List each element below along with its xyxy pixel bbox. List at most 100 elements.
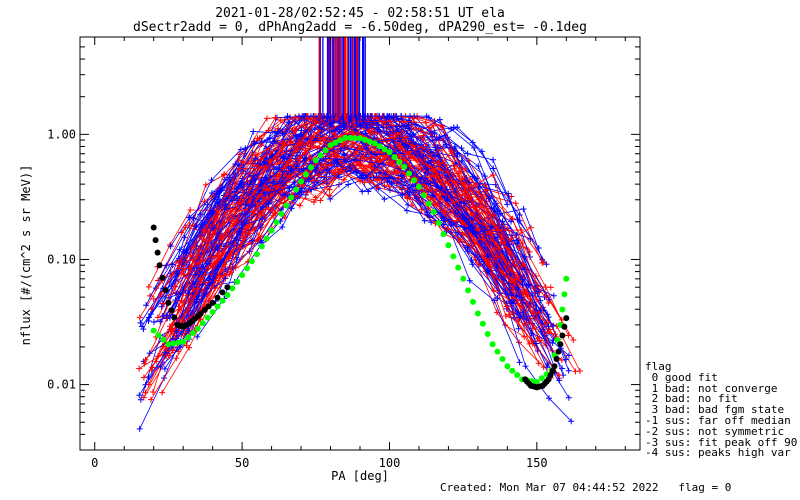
trace-cross [565, 367, 572, 374]
trace-cross [352, 150, 359, 157]
trace-cross [316, 134, 323, 141]
trace-cross [467, 194, 474, 201]
trace-cross [237, 146, 244, 153]
trace-cross [272, 154, 279, 161]
trace-cross [428, 173, 435, 180]
series-point [209, 299, 216, 306]
series-point [201, 306, 208, 313]
series-point [214, 294, 221, 301]
trace-cross [409, 202, 416, 209]
series-point [352, 135, 359, 142]
series-point [366, 138, 373, 145]
series-point [209, 309, 216, 315]
trace-cross [525, 281, 532, 288]
series-point [455, 264, 462, 271]
series-point [150, 327, 157, 334]
trace-cross [491, 297, 498, 304]
flag-status: flag = 0 [678, 481, 732, 494]
trace-cross [441, 132, 448, 139]
trace-cross [535, 288, 542, 295]
trace-cross [373, 184, 380, 191]
trace-cross [298, 127, 305, 134]
trace-cross [237, 181, 244, 188]
trace-cross [376, 169, 383, 176]
series-point [332, 139, 339, 146]
trace-cross [288, 205, 295, 212]
trace-cross [159, 389, 166, 396]
series-point [154, 249, 161, 256]
series-point [559, 306, 566, 313]
trace-cross [214, 245, 221, 252]
y-tick-label: 1.00 [47, 127, 76, 141]
trace-cross [480, 236, 487, 243]
trace-cross [235, 161, 242, 168]
trace-cross [279, 147, 286, 154]
trace-cross [423, 113, 430, 120]
x-tick-label: 50 [235, 456, 249, 470]
trace-cross [406, 151, 413, 158]
trace-cross [246, 197, 253, 204]
trace-cross [279, 223, 286, 230]
legend-entry: 2 bad: no fit [645, 392, 738, 406]
trace-cross [469, 188, 476, 195]
trace-cross [469, 261, 476, 268]
trace-cross [545, 300, 552, 307]
trace-cross [495, 227, 502, 234]
trace-cross [341, 176, 348, 183]
series-point [479, 320, 486, 327]
trace-cross [312, 118, 319, 125]
series-point [559, 332, 566, 339]
legend-title: flag [645, 360, 672, 373]
series-point [150, 224, 157, 231]
trace-cross [233, 195, 240, 202]
trace-cross [477, 183, 484, 190]
trace-cross [568, 418, 575, 425]
trace-cross [326, 192, 333, 199]
trace-cross [250, 128, 257, 135]
legend-entry: 3 bad: bad fgm state [645, 403, 785, 417]
trace-cross [374, 177, 381, 184]
trace-cross [301, 113, 308, 120]
trace-cross [471, 144, 478, 151]
trace-cross [430, 165, 437, 172]
trace-cross [436, 116, 443, 123]
trace-cross [393, 123, 400, 130]
trace-cross [293, 152, 300, 159]
trace-cross [458, 145, 465, 152]
trace-cross [399, 192, 406, 199]
trace-cross [190, 215, 197, 222]
trace-cross [393, 113, 400, 120]
trace-cross [242, 201, 249, 208]
series-point [489, 341, 496, 348]
trace-cross [327, 196, 334, 203]
trace-cross [172, 297, 179, 304]
trace-cross [185, 327, 192, 334]
trace-cross [457, 236, 464, 243]
series-point [283, 202, 290, 209]
trace-cross [180, 265, 186, 272]
trace-cross [241, 211, 248, 218]
trace-cross [341, 144, 348, 151]
trace-cross [404, 123, 411, 130]
trace-cross [556, 377, 563, 384]
trace-cross [399, 150, 406, 157]
series-point [194, 325, 201, 332]
trace-cross [246, 230, 253, 237]
trace-cross [295, 113, 302, 120]
trace-cross [367, 179, 374, 186]
trace-cross [403, 207, 410, 214]
series-point [224, 284, 231, 291]
trace-cross [261, 159, 268, 166]
series-point [204, 314, 211, 321]
trace-line [173, 115, 567, 360]
trace-cross [512, 200, 519, 207]
trace-cross [221, 201, 228, 208]
series-point [214, 303, 221, 310]
trace-cross [515, 245, 522, 252]
trace-cross [527, 224, 534, 231]
trace-cross [409, 142, 416, 149]
trace-cross [545, 395, 552, 402]
series-point [465, 287, 472, 294]
series-point [199, 320, 206, 327]
trace-cross [169, 347, 176, 354]
